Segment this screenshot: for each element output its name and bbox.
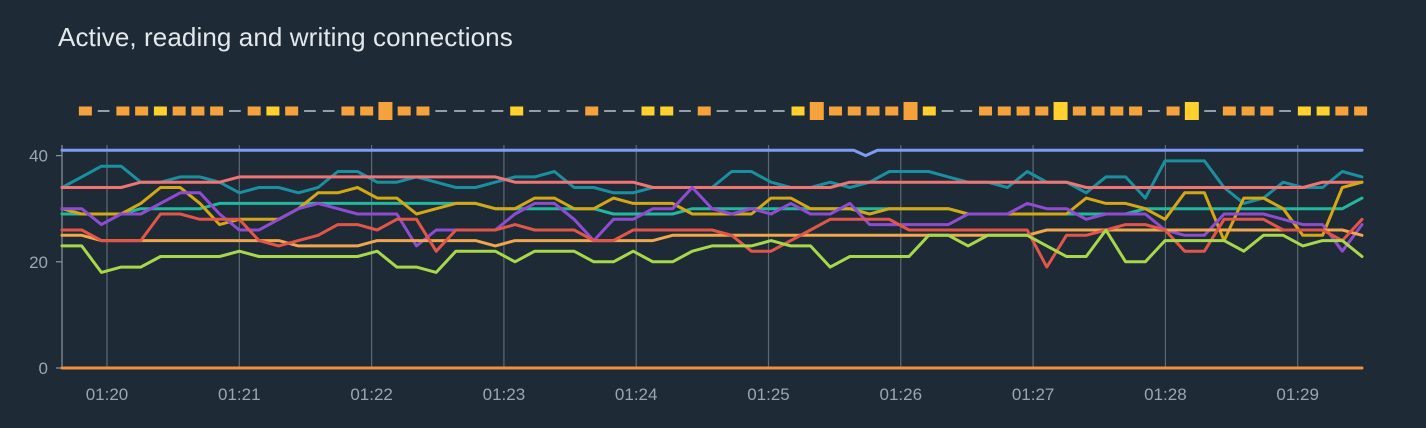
series-lines	[60, 148, 1364, 370]
series-line-4[interactable]	[60, 196, 1364, 216]
annotation-marker[interactable]	[1260, 106, 1274, 116]
series-line-7[interactable]	[60, 228, 1364, 248]
annotation-marker[interactable]	[1110, 106, 1124, 116]
annotation-marker[interactable]	[997, 106, 1011, 116]
annotation-marker-large[interactable]	[809, 102, 824, 120]
annotation-marker[interactable]	[416, 106, 430, 116]
annotation-marker[interactable]	[191, 106, 205, 116]
x-tick-label: 01:27	[1012, 385, 1055, 404]
annotation-marker[interactable]	[1035, 106, 1049, 116]
annotation-marker[interactable]	[510, 106, 524, 116]
x-tick-label: 01:26	[880, 385, 923, 404]
annotation-marker[interactable]	[641, 106, 655, 116]
annotation-marker[interactable]	[866, 106, 880, 116]
tick-labels: 01:20 01:21 01:22 01:23 01:24 01:25 01:26 01:27…	[29, 147, 1319, 404]
y-tick-label: 40	[29, 147, 48, 166]
annotation-marker[interactable]	[1354, 106, 1368, 116]
series-line-2[interactable]	[60, 159, 1364, 205]
annotation-marker[interactable]	[172, 106, 186, 116]
annotation-marker[interactable]	[847, 106, 861, 116]
annotation-marker[interactable]	[1335, 106, 1349, 116]
x-tick-label: 01:21	[218, 385, 261, 404]
annotation-marker[interactable]	[1316, 106, 1330, 116]
annotation-marker-large[interactable]	[378, 102, 393, 120]
annotation-marker[interactable]	[791, 106, 805, 116]
annotation-marker[interactable]	[660, 106, 674, 116]
annotation-marker[interactable]	[397, 106, 411, 116]
annotation-marker[interactable]	[341, 106, 355, 116]
annotation-marker[interactable]	[1222, 106, 1236, 116]
annotation-marker[interactable]	[266, 106, 280, 116]
series-line-6[interactable]	[60, 186, 1364, 253]
x-tick-label: 01:28	[1144, 385, 1187, 404]
annotation-marker[interactable]	[360, 106, 374, 116]
annotation-marker[interactable]	[885, 106, 899, 116]
annotation-marker[interactable]	[135, 106, 149, 116]
annotation-marker-large[interactable]	[1184, 102, 1199, 120]
y-tick-label: 0	[39, 359, 48, 378]
series-line-3[interactable]	[60, 175, 1364, 189]
annotation-marker[interactable]	[247, 106, 261, 116]
annotation-marker[interactable]	[1072, 106, 1086, 116]
annotation-marker[interactable]	[153, 106, 167, 116]
axes	[56, 145, 1362, 369]
annotation-marker[interactable]	[1166, 106, 1180, 116]
x-tick-label: 01:22	[350, 385, 393, 404]
annotation-marker[interactable]	[1241, 106, 1255, 116]
y-tick-label: 20	[29, 253, 48, 272]
annotation-marker[interactable]	[1091, 106, 1105, 116]
annotation-marker-large[interactable]	[1053, 102, 1068, 120]
annotation-marker[interactable]	[78, 106, 92, 116]
annotation-marker[interactable]	[1297, 106, 1311, 116]
x-tick-label: 01:24	[615, 385, 658, 404]
annotation-marker[interactable]	[1129, 106, 1143, 116]
annotation-marker[interactable]	[829, 106, 843, 116]
annotation-marker[interactable]	[210, 106, 224, 116]
annotation-marker[interactable]	[979, 106, 993, 116]
annotation-marker-large[interactable]	[903, 102, 918, 120]
annotation-marker[interactable]	[922, 106, 936, 116]
series-line-1[interactable]	[60, 148, 1364, 158]
annotation-track	[78, 102, 1368, 120]
x-tick-label: 01:25	[747, 385, 790, 404]
annotation-marker[interactable]	[285, 106, 299, 116]
x-tick-label: 01:29	[1276, 385, 1319, 404]
series-line-9[interactable]	[60, 228, 1364, 274]
annotation-marker[interactable]	[585, 106, 599, 116]
x-tick-label: 01:20	[86, 385, 129, 404]
annotation-marker[interactable]	[1016, 106, 1030, 116]
series-line-8[interactable]	[60, 212, 1364, 269]
annotation-marker[interactable]	[116, 106, 130, 116]
x-tick-label: 01:23	[483, 385, 526, 404]
annotation-marker[interactable]	[697, 106, 711, 116]
panel-title: Active, reading and writing connections	[58, 22, 513, 52]
